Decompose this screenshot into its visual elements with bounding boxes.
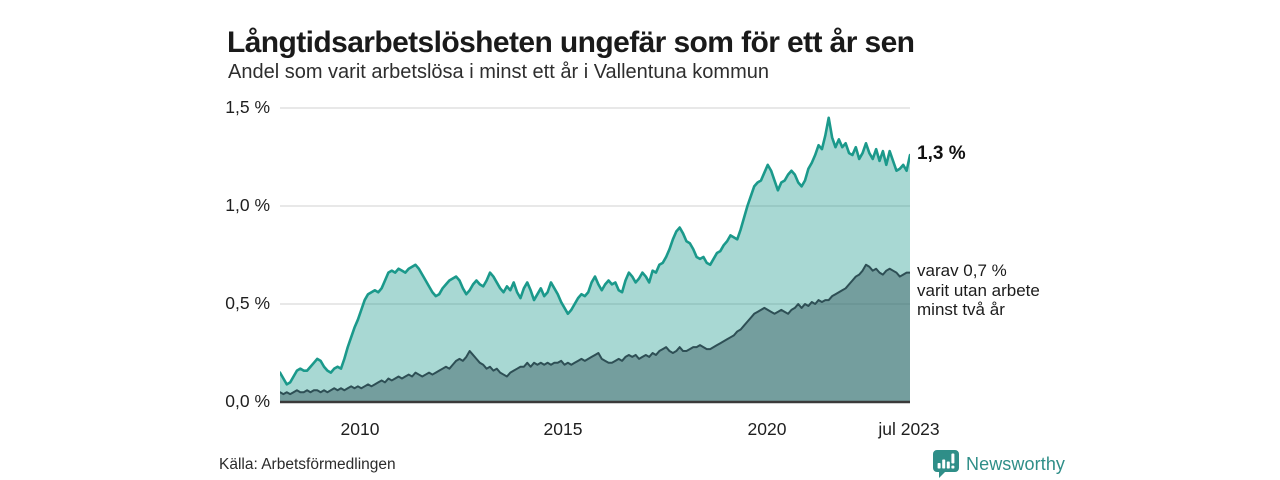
x-tick-label-2010: 2010 <box>340 419 380 439</box>
y-tick-label-1-0: 1,0 % <box>225 195 270 215</box>
unemployment-area-chart <box>280 107 910 404</box>
newsworthy-wordmark: Newsworthy <box>966 453 1066 474</box>
newsworthy-logo: Newsworthy <box>933 450 1065 478</box>
y-tick-label-1-5: 1,5 % <box>225 97 270 117</box>
x-tick-label-2015: 2015 <box>543 419 583 439</box>
page-title: Långtidsarbetslösheten ungefär som för e… <box>227 26 915 60</box>
annotation-latest-total: 1,3 % <box>917 143 966 164</box>
x-tick-label-2020: 2020 <box>747 419 787 439</box>
newsworthy-logo-icon <box>933 450 959 478</box>
annotation-two-year: varav 0,7 % varit utan arbete minst två … <box>917 261 1040 319</box>
y-tick-label-0-5: 0,5 % <box>225 293 270 313</box>
page-subtitle: Andel som varit arbetslösa i minst ett å… <box>228 61 769 83</box>
source-label: Källa: Arbetsförmedlingen <box>219 456 396 473</box>
y-tick-label-0: 0,0 % <box>225 391 270 411</box>
x-tick-label-jul-2023: jul 2023 <box>878 419 940 439</box>
